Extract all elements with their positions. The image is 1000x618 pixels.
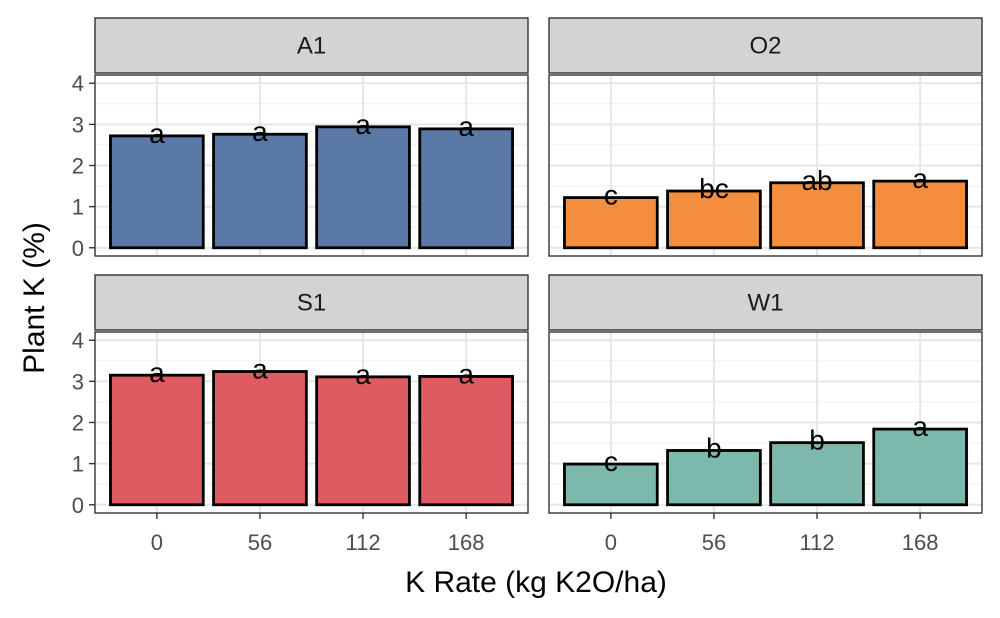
facet-strip-label: O2 bbox=[749, 33, 781, 60]
facet-strip-label: A1 bbox=[297, 33, 326, 60]
y-axis-title: Plant K (%) bbox=[18, 222, 51, 374]
bar-letter-label: a bbox=[149, 357, 165, 388]
bar-letter-label: a bbox=[912, 411, 928, 442]
y-tick-label: 3 bbox=[72, 369, 84, 394]
bar-letter-label: a bbox=[458, 358, 474, 389]
panel-border bbox=[548, 74, 983, 257]
bar-letter-label: c bbox=[604, 446, 618, 477]
y-tick-label: 2 bbox=[72, 411, 84, 436]
bar-w1-56 bbox=[666, 449, 762, 507]
facet-strip bbox=[548, 17, 983, 74]
panel-border bbox=[548, 331, 983, 514]
bar-a1-56 bbox=[212, 132, 308, 250]
bar-letter-label: ab bbox=[801, 165, 832, 196]
bar-s1-168 bbox=[418, 375, 514, 507]
bar-letter-label: b bbox=[809, 425, 825, 456]
bar-letter-label: a bbox=[912, 163, 928, 194]
y-tick-label: 4 bbox=[72, 328, 84, 353]
facet-s1: S1 a a a a bbox=[94, 274, 529, 514]
bar-o2-112 bbox=[769, 181, 865, 250]
y-tick-label: 0 bbox=[72, 493, 84, 518]
facet-strip-label: W1 bbox=[748, 290, 784, 317]
x-tick-label: 112 bbox=[346, 530, 381, 555]
bar-a1-112 bbox=[315, 125, 411, 250]
facet-strip-label: S1 bbox=[297, 290, 326, 317]
x-tick-label: 168 bbox=[902, 530, 939, 555]
bar-w1-0 bbox=[563, 462, 659, 507]
y-axes: 0 1 2 3 4 0 1 2 3 4 bbox=[72, 71, 95, 518]
facet-panels: A1 a a a a O2 c bc ab a S1 a a a a W1 c b b a bbox=[94, 17, 983, 514]
x-axes: 0 56 112 168 0 56 112 168 bbox=[151, 513, 939, 555]
bar-s1-56 bbox=[212, 370, 308, 507]
bar-s1-112 bbox=[315, 375, 411, 507]
bar-s1-0 bbox=[109, 373, 205, 507]
facet-w1: W1 c b b a bbox=[548, 274, 983, 514]
bar-letter-label: bc bbox=[699, 173, 729, 204]
y-tick-label: 1 bbox=[72, 452, 84, 477]
bar-a1-0 bbox=[109, 134, 205, 250]
y-tick-label: 2 bbox=[72, 154, 84, 179]
y-tick-label: 4 bbox=[72, 71, 84, 96]
y-tick-label: 3 bbox=[72, 112, 84, 137]
x-axis-title: K Rate (kg K2O/ha) bbox=[405, 566, 667, 599]
x-tick-label: 168 bbox=[448, 530, 485, 555]
facet-strip bbox=[548, 274, 983, 331]
x-tick-label: 56 bbox=[702, 530, 726, 555]
x-tick-label: 0 bbox=[605, 530, 617, 555]
bar-o2-0 bbox=[563, 196, 659, 250]
facet-a1: A1 a a a a bbox=[94, 17, 529, 257]
bar-letter-label: b bbox=[706, 432, 722, 463]
bar-letter-label: a bbox=[355, 109, 371, 140]
bar-o2-168 bbox=[872, 179, 968, 250]
y-tick-label: 1 bbox=[72, 195, 84, 220]
bar-o2-56 bbox=[666, 189, 762, 250]
facet-o2: O2 c bc ab a bbox=[548, 17, 983, 257]
bar-letter-label: a bbox=[252, 116, 268, 147]
facet-strip bbox=[94, 17, 529, 74]
bar-w1-112 bbox=[769, 441, 865, 507]
bar-w1-168 bbox=[872, 427, 968, 507]
bar-a1-168 bbox=[418, 127, 514, 250]
x-tick-label: 56 bbox=[248, 530, 272, 555]
y-tick-label: 0 bbox=[72, 236, 84, 261]
x-tick-label: 0 bbox=[151, 530, 163, 555]
x-tick-label: 112 bbox=[800, 530, 835, 555]
bar-letter-label: a bbox=[458, 111, 474, 142]
bar-letter-label: a bbox=[149, 118, 165, 149]
bar-letter-label: c bbox=[604, 180, 618, 211]
bar-letter-label: a bbox=[252, 353, 268, 384]
facet-strip bbox=[94, 274, 529, 331]
bar-letter-label: a bbox=[355, 359, 371, 390]
